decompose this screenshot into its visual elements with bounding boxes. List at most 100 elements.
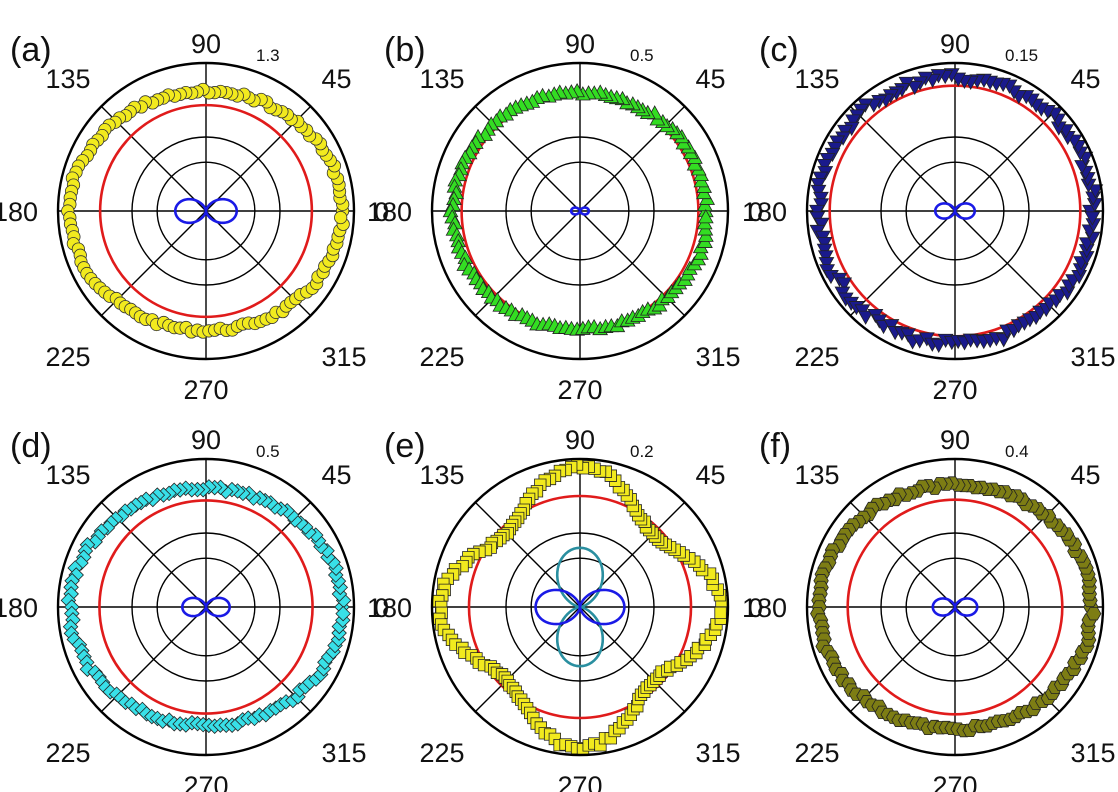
reference-circle (467, 494, 693, 720)
outer-circle (805, 457, 1105, 757)
data-point (845, 114, 861, 129)
r-max-label: 0.5 (256, 442, 280, 461)
angle-tick-90: 90 (940, 29, 970, 59)
data-point (73, 555, 89, 571)
r-max-label: 0.15 (1005, 46, 1038, 65)
angle-tick-0: 0 (374, 197, 389, 227)
angle-tick-270: 270 (183, 771, 228, 792)
lobe-curve (569, 206, 591, 216)
angle-tick-45: 45 (695, 460, 725, 490)
angle-tick-180: 180 (0, 197, 38, 227)
data-point (810, 184, 827, 200)
angle-tick-135: 135 (45, 64, 90, 94)
angle-tick-90: 90 (191, 29, 221, 59)
outer-circle (56, 61, 356, 361)
reference-circle (846, 498, 1064, 716)
angle-tick-90: 90 (940, 425, 970, 455)
data-point (79, 661, 96, 678)
panel-label: (c) (759, 31, 799, 69)
angle-tick-225: 225 (419, 342, 464, 372)
angle-tick-180: 180 (367, 197, 412, 227)
polar-panel-b: 0 45 90 135 180 225 270 315 (b) 0.5 (367, 29, 763, 405)
angle-tick-270: 270 (932, 375, 977, 405)
angle-tick-135: 135 (45, 460, 90, 490)
data-point (816, 158, 833, 174)
lobe-curve (933, 202, 977, 220)
data-point (930, 338, 947, 353)
lobe-curve (181, 596, 231, 618)
angle-tick-0: 0 (374, 593, 389, 623)
angle-tick-180: 180 (0, 593, 38, 623)
angle-tick-135: 135 (419, 64, 464, 94)
outer-circle (430, 457, 730, 757)
r-max-label: 0.4 (1005, 442, 1029, 461)
panel-label: (e) (384, 427, 426, 465)
panel-label: (b) (384, 31, 426, 69)
angle-tick-225: 225 (794, 738, 839, 768)
angle-tick-135: 135 (419, 460, 464, 490)
data-point (335, 605, 351, 622)
polar-panel-a: 0 45 90 135 180 225 270 315 (a) 1.3 (0, 29, 389, 405)
angle-tick-270: 270 (557, 771, 602, 792)
angle-tick-45: 45 (695, 64, 725, 94)
angle-tick-45: 45 (321, 460, 351, 490)
lobe-curve (173, 197, 239, 225)
data-point (857, 310, 874, 325)
data-point (1087, 184, 1104, 199)
angle-tick-135: 135 (794, 460, 839, 490)
angle-tick-225: 225 (419, 738, 464, 768)
panels: 0 45 90 135 180 225 270 315 (a) 1.3 0 45 90 135 180 225… (0, 29, 1116, 792)
angle-tick-180: 180 (742, 197, 787, 227)
r-max-label: 0.2 (630, 442, 654, 461)
angle-tick-315: 315 (695, 738, 740, 768)
angle-tick-0: 0 (748, 593, 763, 623)
angle-tick-315: 315 (321, 342, 366, 372)
angle-tick-45: 45 (321, 64, 351, 94)
angle-tick-90: 90 (565, 425, 595, 455)
angle-tick-90: 90 (191, 425, 221, 455)
data-point (334, 210, 348, 225)
data-point (818, 257, 835, 272)
angle-tick-45: 45 (1070, 460, 1100, 490)
data-point (1084, 211, 1101, 226)
angle-tick-315: 315 (695, 342, 740, 372)
angle-tick-45: 45 (1070, 64, 1100, 94)
data-point (697, 209, 714, 224)
panel-label: (d) (10, 427, 52, 465)
lobe-curve (534, 588, 626, 626)
panel-label: (a) (10, 31, 52, 69)
angle-tick-180: 180 (367, 593, 412, 623)
data-point (714, 606, 727, 620)
r-max-label: 0.5 (630, 46, 654, 65)
polar-panel-e: 0 45 90 135 180 225 270 315 (e) 0.2 (367, 425, 763, 792)
angle-tick-90: 90 (565, 29, 595, 59)
data-point (1086, 607, 1102, 621)
angle-tick-135: 135 (794, 64, 839, 94)
outer-circle (430, 61, 730, 361)
polar-panel-c: 0 45 90 135 180 225 270 315 (c) 0.15 (742, 29, 1116, 405)
polar-panel-f: 0 45 90 135 180 225 270 315 (f) 0.4 (742, 425, 1116, 792)
angle-tick-270: 270 (932, 771, 977, 792)
polar-panel-d: 0 45 90 135 180 225 270 315 (d) 0.5 (0, 425, 389, 792)
angle-tick-270: 270 (557, 375, 602, 405)
reference-circle (98, 499, 314, 715)
angle-tick-180: 180 (742, 593, 787, 623)
angle-tick-225: 225 (45, 738, 90, 768)
lobe-curve (931, 597, 979, 617)
reference-circle (98, 103, 314, 319)
angle-tick-225: 225 (794, 342, 839, 372)
angle-tick-270: 270 (183, 375, 228, 405)
data-point (900, 328, 917, 343)
angle-tick-315: 315 (321, 738, 366, 768)
r-max-label: 1.3 (256, 46, 280, 65)
outer-circle (56, 457, 356, 757)
angle-tick-0: 0 (748, 197, 763, 227)
data-point (813, 217, 830, 232)
angle-tick-315: 315 (1070, 342, 1115, 372)
angle-tick-315: 315 (1070, 738, 1115, 768)
data-point (906, 80, 923, 96)
angle-tick-225: 225 (45, 342, 90, 372)
data-point (87, 534, 103, 550)
outer-circle (805, 61, 1105, 361)
